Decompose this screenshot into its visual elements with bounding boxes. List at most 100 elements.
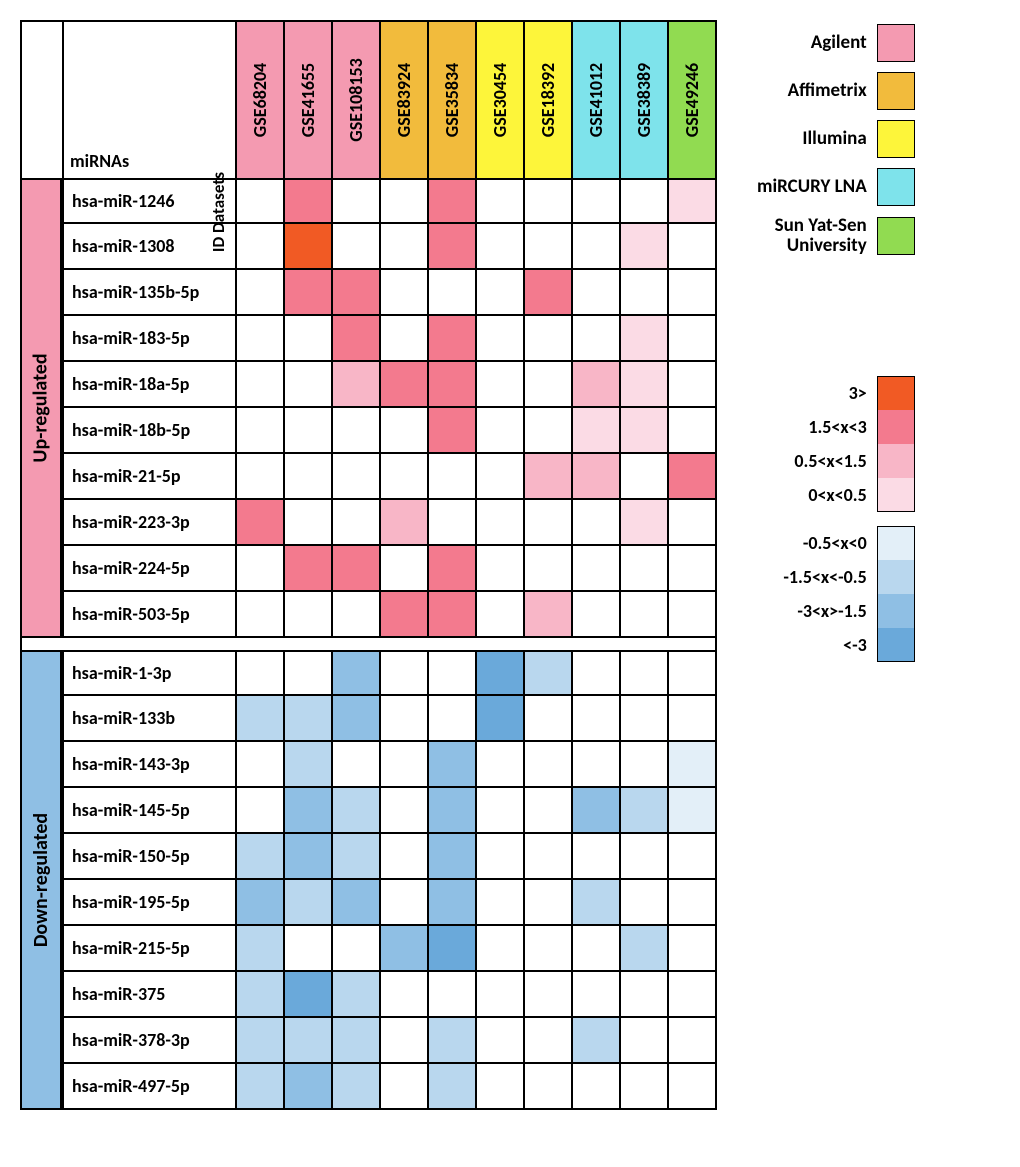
column-header: GSE30454 [477, 20, 525, 178]
heatmap-cell [621, 592, 669, 638]
legend-item: Illumina [757, 120, 915, 158]
heatmap-cell [477, 788, 525, 834]
heatmap-cell [621, 178, 669, 224]
heatmap-cell [333, 546, 381, 592]
heatmap-cell [573, 1064, 621, 1110]
heatmap-cell [237, 972, 285, 1018]
heatmap-cell [525, 1064, 573, 1110]
column-header-text: GSE41655 [297, 63, 319, 137]
heatmap-cell [237, 454, 285, 500]
heatmap-cell [525, 972, 573, 1018]
heatmap-cell [525, 696, 573, 742]
heatmap-cell [477, 926, 525, 972]
down-section-label: Down-regulated [20, 650, 62, 1110]
mirna-header-cell: miRNAs ID Datasets [62, 20, 237, 178]
heatmap-cell [429, 926, 477, 972]
heatmap-cell [477, 316, 525, 362]
table-row: hsa-miR-378-3p [62, 1018, 717, 1064]
table-row: hsa-miR-224-5p [62, 546, 717, 592]
scale-swatch [877, 526, 915, 560]
table-row: hsa-miR-503-5p [62, 592, 717, 638]
heatmap-cell [621, 742, 669, 788]
heatmap-cell [669, 408, 717, 454]
heatmap-cell [285, 834, 333, 880]
heatmap-cell [285, 454, 333, 500]
heatmap-cell [285, 972, 333, 1018]
heatmap-cell [333, 742, 381, 788]
column-header-text: GSE38389 [633, 63, 655, 137]
heatmap-cell [429, 592, 477, 638]
heatmap-cell [621, 1018, 669, 1064]
column-header: GSE35834 [429, 20, 477, 178]
row-label: hsa-miR-224-5p [62, 546, 237, 592]
legend-label: miRCURY LNA [757, 177, 867, 197]
heatmap-cell [525, 408, 573, 454]
legend-label: Agilent [811, 33, 867, 53]
heatmap-cell [573, 834, 621, 880]
scale-label: 0.5<x<1.5 [794, 450, 866, 472]
column-header: GSE38389 [621, 20, 669, 178]
table-row: hsa-miR-18b-5p [62, 408, 717, 454]
heatmap-cell [669, 500, 717, 546]
heatmap-cell [573, 546, 621, 592]
heatmap-cell [669, 362, 717, 408]
heatmap-cell [477, 880, 525, 926]
heatmap-cell [237, 926, 285, 972]
heatmap-cell [525, 316, 573, 362]
scale-gap [757, 512, 915, 526]
heatmap-cell [333, 316, 381, 362]
heatmap-cell [573, 788, 621, 834]
heatmap-cell [477, 178, 525, 224]
heatmap-cell [429, 1018, 477, 1064]
heatmap-cell [237, 834, 285, 880]
heatmap-cell [429, 650, 477, 696]
heatmap-cell [381, 316, 429, 362]
heatmap-cell [285, 926, 333, 972]
heatmap-cell [285, 742, 333, 788]
heatmap-cell [237, 742, 285, 788]
heatmap-cell [525, 926, 573, 972]
heatmap-cell [525, 178, 573, 224]
heatmap-cell [381, 742, 429, 788]
legends: AgilentAffimetrixIlluminamiRCURY LNASun … [757, 20, 915, 662]
column-headers: GSE68204GSE41655GSE108153GSE83924GSE3583… [237, 20, 717, 178]
scale-item: -0.5<x<0 [757, 526, 915, 560]
heatmap-cell [285, 500, 333, 546]
up-regulated-section: Up-regulated hsa-miR-1246hsa-miR-1308hsa… [20, 178, 717, 638]
heatmap-cell [237, 224, 285, 270]
column-header: GSE68204 [237, 20, 285, 178]
heatmap-cell [333, 696, 381, 742]
heatmap-cell [381, 696, 429, 742]
heatmap-cell [285, 270, 333, 316]
heatmap-cell [381, 1064, 429, 1110]
scale-swatch [877, 594, 915, 628]
row-label: hsa-miR-195-5p [62, 880, 237, 926]
heatmap-cell [573, 316, 621, 362]
heatmap-cell [237, 880, 285, 926]
scale-label: -3<x>-1.5 [797, 600, 866, 622]
table-row: hsa-miR-215-5p [62, 926, 717, 972]
heatmap-cell [573, 270, 621, 316]
row-label: hsa-miR-21-5p [62, 454, 237, 500]
heatmap-cell [621, 834, 669, 880]
figure-container: miRNAs ID Datasets GSE68204GSE41655GSE10… [20, 20, 1000, 1110]
heatmap-cell [285, 788, 333, 834]
heatmap-cell [237, 592, 285, 638]
legend-item: Agilent [757, 24, 915, 62]
scale-swatch [877, 628, 915, 662]
heatmap-cell [477, 224, 525, 270]
heatmap-cell [573, 742, 621, 788]
heatmap-cell [573, 972, 621, 1018]
table-row: hsa-miR-150-5p [62, 834, 717, 880]
heatmap-cell [285, 650, 333, 696]
heatmap-cell [477, 1064, 525, 1110]
heatmap-cell [285, 362, 333, 408]
heatmap-cell [333, 1064, 381, 1110]
heatmap-cell [525, 362, 573, 408]
heatmap-cell [381, 224, 429, 270]
heatmap-cell [621, 500, 669, 546]
heatmap-cell [285, 316, 333, 362]
heatmap-cell [573, 408, 621, 454]
scale-label: 3> [849, 382, 867, 404]
heatmap-cell [285, 1064, 333, 1110]
